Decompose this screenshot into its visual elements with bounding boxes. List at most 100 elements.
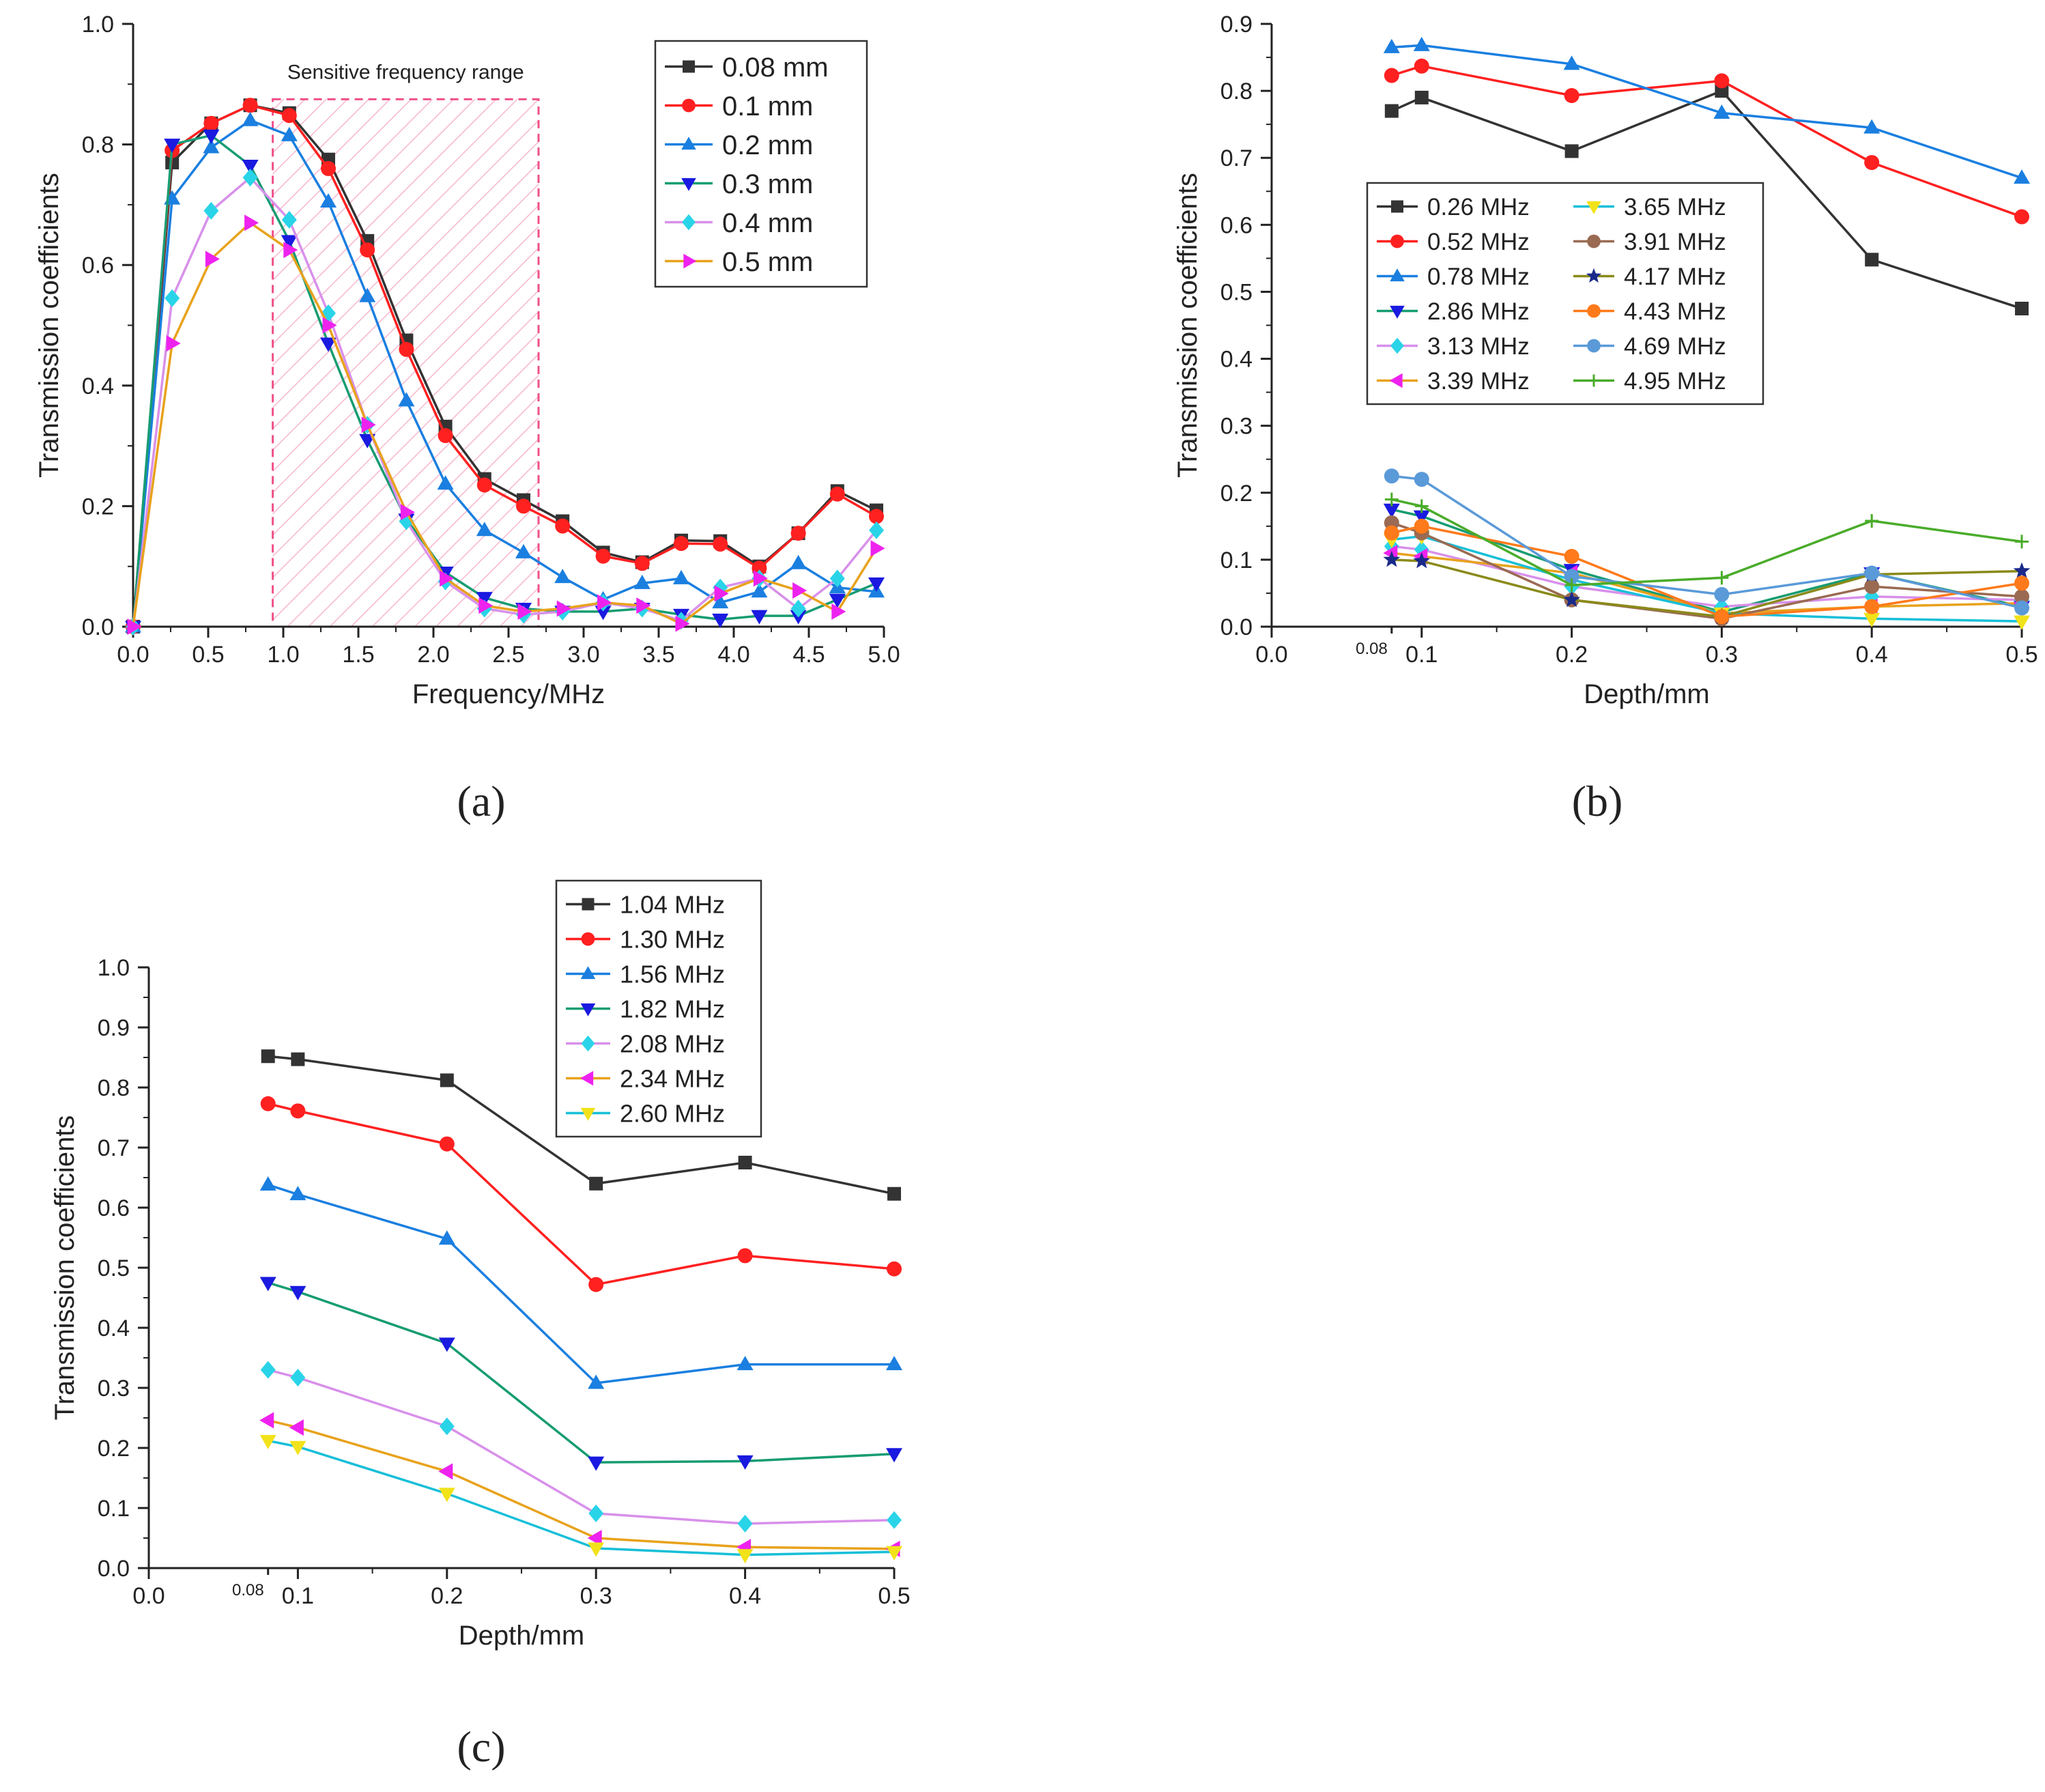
chart-c-legend-marker bbox=[582, 898, 595, 911]
chart-a-data-point bbox=[868, 577, 885, 592]
chart-b-data-point bbox=[1714, 73, 1730, 89]
chart-a-data-point bbox=[359, 287, 376, 302]
chart-c-data-point bbox=[439, 1136, 455, 1152]
chart-a-data-point bbox=[753, 570, 768, 587]
chart-a-data-point bbox=[712, 613, 729, 628]
chart-b-data-point bbox=[1414, 472, 1429, 487]
chart-c-series-5 bbox=[259, 1412, 900, 1557]
chart-a-data-point bbox=[242, 160, 259, 175]
chart-c-data-point bbox=[886, 1546, 902, 1561]
chart-b-legend-label: 0.52 MHz bbox=[1427, 229, 1530, 255]
chart-b-data-point bbox=[1413, 552, 1431, 569]
sensitive-range-label: Sensitive frequency range bbox=[287, 61, 524, 83]
chart-c-legend-label: 2.60 MHz bbox=[620, 1099, 725, 1127]
chart-b-data-point bbox=[1864, 565, 1880, 581]
chart-a-ytick-label: 0.4 bbox=[82, 373, 114, 399]
chart-a-legend-marker bbox=[683, 253, 697, 269]
chart-a-data-point bbox=[437, 475, 454, 490]
chart-a-xtick-label: 1.5 bbox=[342, 642, 374, 668]
chart-a-data-point bbox=[790, 599, 806, 618]
chart-a-data-point bbox=[634, 556, 650, 571]
chart-b-data-point bbox=[1714, 586, 1730, 602]
chart-a-data-point bbox=[595, 548, 611, 564]
chart-b-data-point bbox=[1864, 579, 1880, 595]
chart-b-xtick-label: 0.0 bbox=[1255, 642, 1287, 668]
chart-c-series-line bbox=[268, 1281, 895, 1464]
chart-a-data-point bbox=[281, 108, 297, 124]
chart-a-data-point bbox=[438, 428, 453, 444]
chart-b-legend-marker bbox=[1391, 200, 1403, 213]
chart-c-data-point bbox=[737, 1455, 754, 1470]
chart-a-data-point bbox=[321, 160, 336, 176]
chart-c-data-point bbox=[289, 1419, 304, 1436]
chart-c-ytick-label: 0.1 bbox=[98, 1496, 130, 1522]
chart-a-data-point bbox=[636, 597, 651, 614]
chart-c-data-point bbox=[261, 1049, 275, 1064]
chart-b-data-point bbox=[1564, 548, 1579, 564]
chart-a-legend-label: 0.4 mm bbox=[722, 208, 813, 238]
chart-c-xtick-label: 0.08 bbox=[232, 1581, 264, 1599]
chart-a-xtick-label: 4.5 bbox=[792, 642, 825, 668]
chart-c-legend-box bbox=[555, 879, 762, 1138]
chart-a-data-point bbox=[242, 111, 259, 126]
chart-b-series-10 bbox=[1384, 468, 2029, 616]
chart-b-series-line bbox=[1391, 44, 2022, 180]
chart-a-data-point bbox=[398, 392, 415, 407]
chart-b-data-point bbox=[1383, 38, 1400, 53]
chart-c-legend-label: 1.04 MHz bbox=[620, 890, 725, 918]
chart-a-data-point bbox=[281, 126, 298, 141]
chart-b-data-point bbox=[2014, 169, 2030, 184]
chart-b-legend-marker bbox=[1586, 268, 1602, 283]
chart-b-data-point bbox=[1865, 513, 1879, 528]
chart-b-legend-label: 4.95 MHz bbox=[1624, 368, 1726, 395]
chart-a-series-5 bbox=[127, 214, 885, 635]
chart-c-data-point bbox=[438, 1488, 455, 1503]
chart-c-data-point bbox=[886, 1448, 902, 1463]
chart-c-data-point bbox=[588, 1374, 605, 1389]
chart-a-legend-marker bbox=[682, 214, 696, 231]
chart-c-series-line bbox=[268, 1419, 895, 1550]
chart-a-data-point bbox=[869, 509, 884, 524]
chart-b-legend-marker bbox=[1390, 268, 1405, 282]
chart-b-data-point bbox=[1414, 58, 1429, 74]
chart-c-data-point bbox=[438, 1463, 453, 1480]
chart-b-legend-label: 2.86 MHz bbox=[1427, 298, 1530, 325]
chart-c-series-6 bbox=[259, 1434, 902, 1564]
chart-a-legend-label: 0.2 mm bbox=[722, 130, 813, 160]
chart-b-legend-marker bbox=[1390, 337, 1404, 354]
chart-c-data-point bbox=[291, 1052, 305, 1066]
chart-a-data-point bbox=[829, 569, 845, 588]
chart-a-data-point bbox=[244, 214, 259, 231]
chart-c-xtick-label: 0.5 bbox=[878, 1583, 910, 1609]
chart-a-legend: 0.08 mm 0.1 mm 0.2 mm 0.3 mm 0.4 mm 0.5 mm bbox=[654, 40, 868, 288]
chart-c-legend-marker bbox=[581, 932, 595, 946]
chart-c-ytick-label: 0.0 bbox=[98, 1556, 130, 1582]
chart-b-data-point bbox=[2014, 600, 2029, 616]
chart-c-legend-label: 1.30 MHz bbox=[620, 925, 725, 953]
chart-c-y-axis-label: Transmission coefficients bbox=[50, 1115, 80, 1421]
chart-b-ytick-label: 0.5 bbox=[1220, 279, 1253, 305]
chart-c-data-point bbox=[440, 1073, 454, 1087]
chart-b-y-axis-label: Transmission coefficients bbox=[1173, 173, 1203, 478]
chart-a-series-2 bbox=[125, 111, 885, 633]
chart-c-legend-label: 1.56 MHz bbox=[620, 960, 725, 988]
chart-c-data-point bbox=[289, 1186, 306, 1201]
chart-b-data-point bbox=[1564, 144, 1579, 158]
chart-b-legend-marker bbox=[1587, 234, 1601, 248]
chart-b-caption: (b) bbox=[1572, 777, 1623, 825]
chart-c-data-point bbox=[738, 1156, 752, 1169]
chart-b-legend-label: 0.26 MHz bbox=[1427, 194, 1530, 221]
chart-b-data-point bbox=[1384, 492, 1399, 507]
chart-c-xtick-label: 0.1 bbox=[282, 1583, 314, 1609]
chart-panel-c: 0.0 0.1 0.2 0.3 0.4 0.5 0.6 0.7 0.8 0.9 1.0 0.0 0.08… bbox=[50, 879, 911, 1771]
chart-b-x-axis-label: Depth/mm bbox=[1584, 679, 1710, 709]
chart-b-legend-label: 4.43 MHz bbox=[1624, 298, 1726, 325]
chart-b-data-point bbox=[2014, 615, 2030, 630]
chart-b-legend-label: 4.69 MHz bbox=[1624, 333, 1726, 360]
chart-a-data-point bbox=[203, 115, 219, 131]
chart-a-data-point bbox=[751, 583, 768, 598]
chart-b-ytick-label: 0.2 bbox=[1220, 481, 1253, 507]
chart-a-data-point bbox=[203, 129, 220, 144]
chart-b-legend-marker bbox=[1586, 201, 1601, 214]
chart-a-xtick-label: 4.0 bbox=[717, 642, 749, 668]
